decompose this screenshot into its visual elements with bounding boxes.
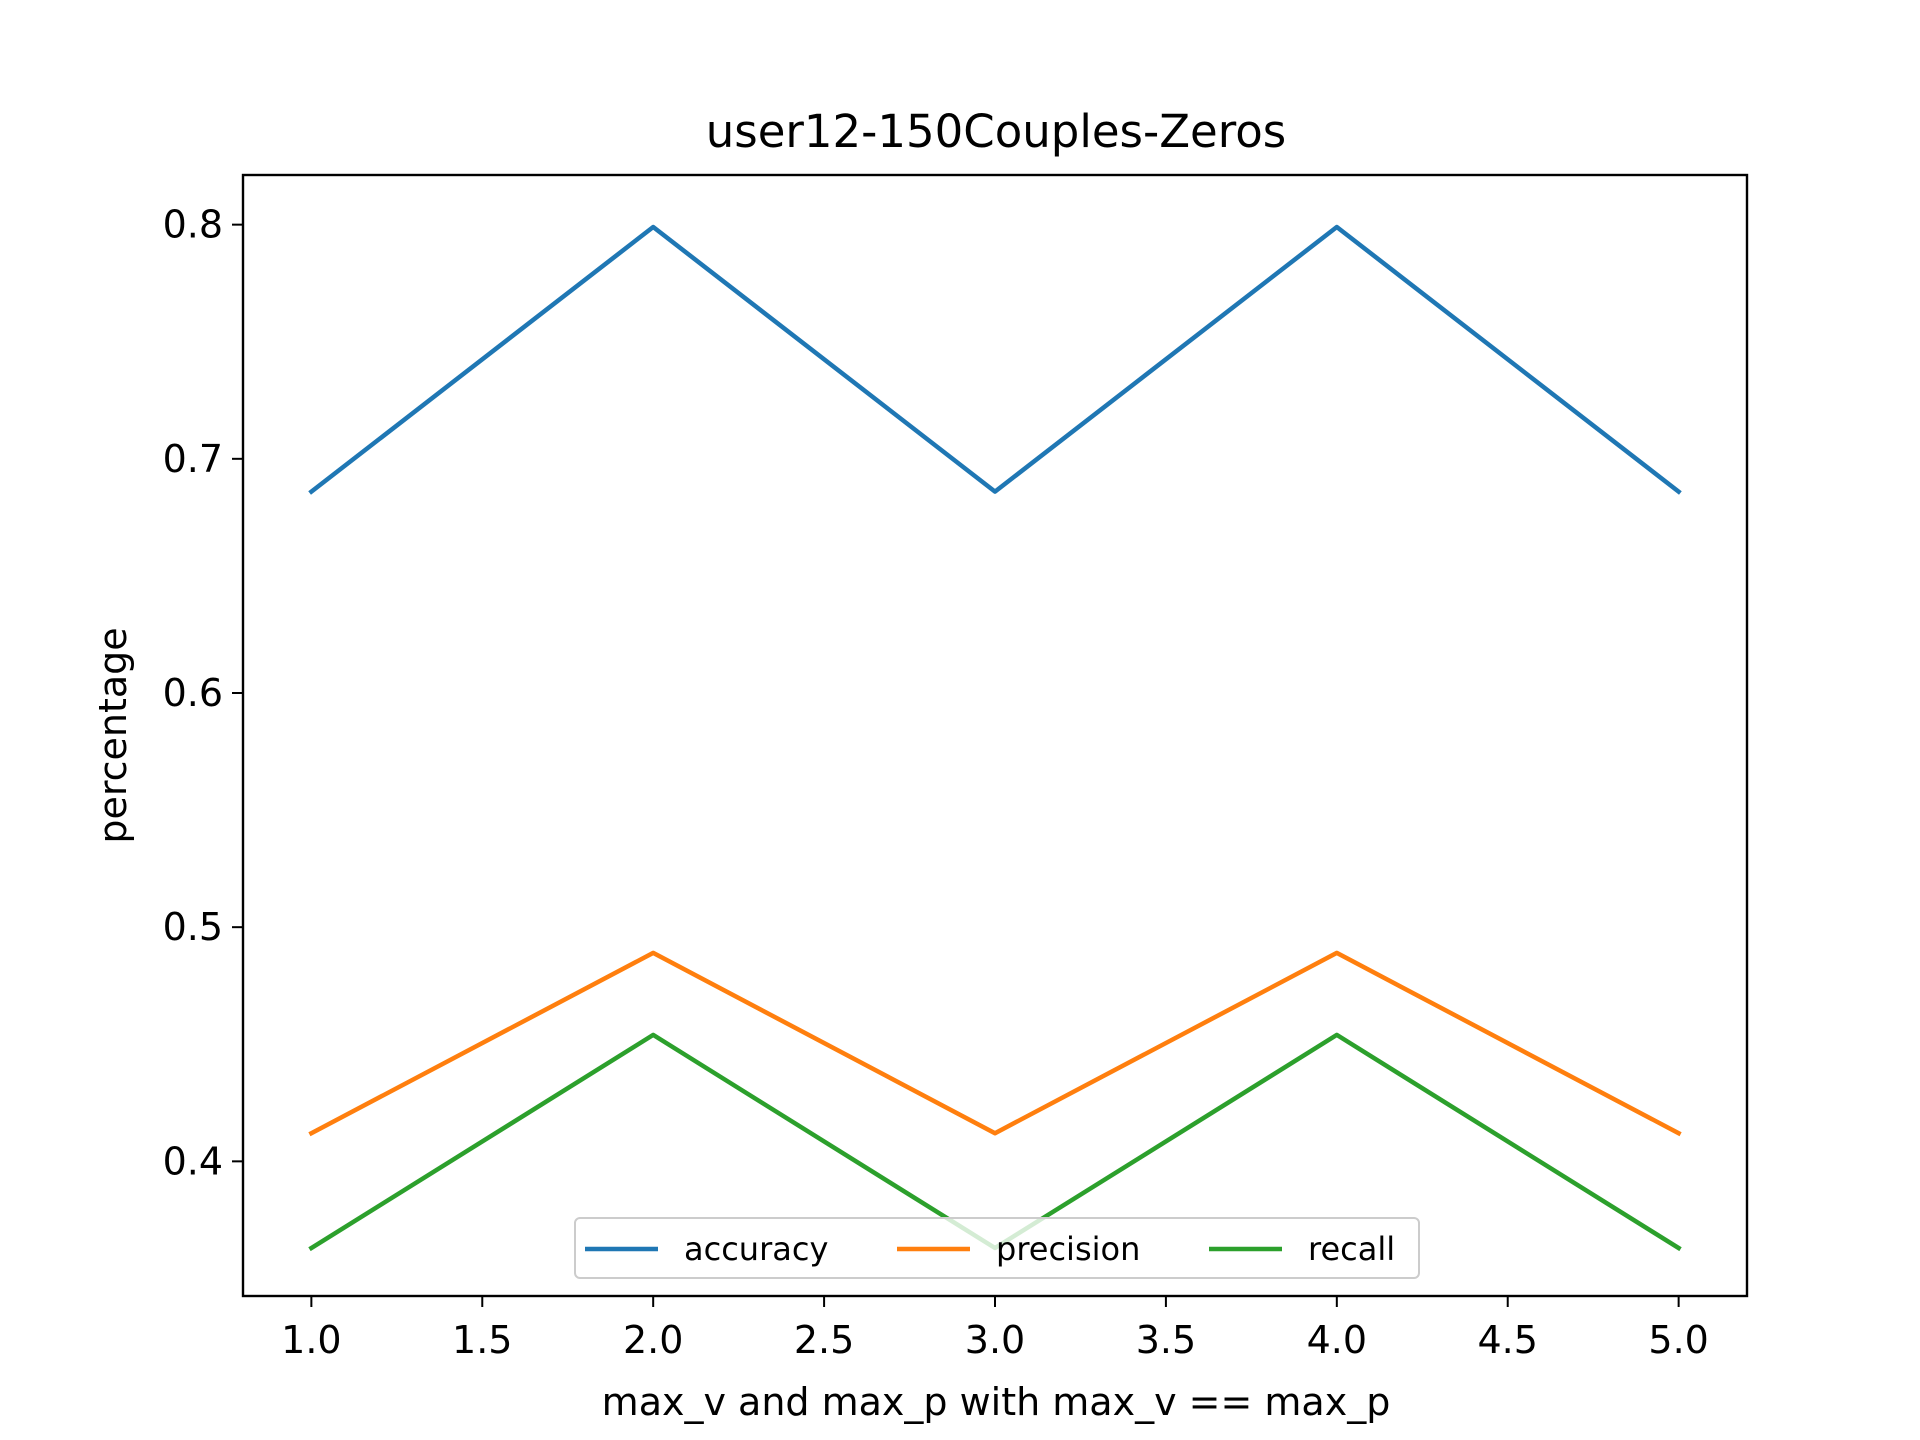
y-tick-label: 0.6: [163, 671, 223, 715]
y-axis-label: percentage: [91, 627, 135, 843]
y-tick-label: 0.8: [163, 203, 223, 247]
legend-item-precision: precision: [897, 1230, 1140, 1268]
x-tick-label: 2.5: [794, 1318, 854, 1362]
x-tick-label: 4.5: [1478, 1318, 1538, 1362]
legend-item-recall: recall: [1209, 1230, 1395, 1268]
y-tick-label: 0.7: [163, 437, 223, 481]
legend: accuracy precision recall: [574, 1217, 1420, 1279]
x-tick-label: 5.0: [1648, 1318, 1708, 1362]
chart-title: user12-150Couples-Zeros: [706, 105, 1286, 158]
x-axis: 1.0 1.5 2.0 2.5 3.0 3.5 4.0 4.5 5.0: [281, 1296, 1709, 1362]
legend-label: accuracy: [684, 1230, 828, 1268]
x-axis-label: max_v and max_p with max_v == max_p: [602, 1380, 1391, 1424]
x-tick-label: 3.5: [1136, 1318, 1196, 1362]
x-tick-label: 1.0: [281, 1318, 341, 1362]
legend-items: accuracy precision recall: [585, 1230, 1395, 1268]
series-line-precision: [308, 950, 1682, 1137]
x-tick-label: 3.0: [965, 1318, 1025, 1362]
y-tick-label: 0.5: [163, 905, 223, 949]
legend-frame: [574, 1217, 1420, 1279]
y-axis: 0.4 0.5 0.6 0.7 0.8: [163, 203, 243, 1183]
legend-label: precision: [996, 1230, 1140, 1268]
x-tick-label: 1.5: [452, 1318, 512, 1362]
series-line-accuracy: [308, 224, 1682, 495]
x-tick-label: 2.0: [623, 1318, 683, 1362]
y-tick-label: 0.4: [163, 1139, 223, 1183]
legend-item-accuracy: accuracy: [585, 1230, 828, 1268]
legend-label: recall: [1308, 1230, 1395, 1268]
x-tick-label: 4.0: [1307, 1318, 1367, 1362]
